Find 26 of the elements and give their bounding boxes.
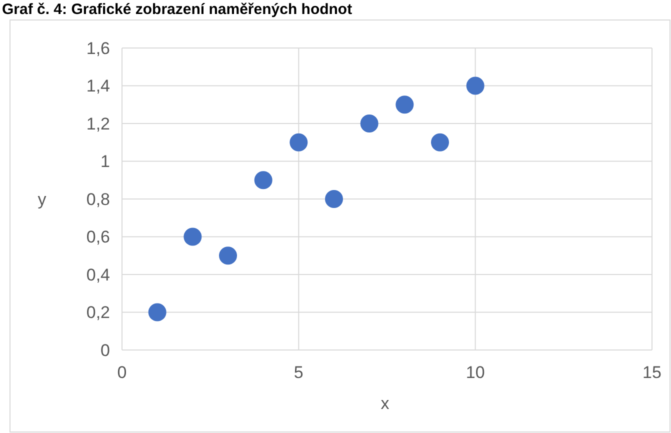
- y-tick-label: 1,2: [86, 114, 110, 134]
- point: [219, 246, 237, 265]
- y-axis-title: y: [38, 190, 47, 209]
- x-tick-label: 10: [466, 363, 485, 382]
- point: [184, 228, 202, 246]
- x-tick-label: 15: [642, 363, 662, 382]
- y-tick-label: 0,6: [86, 228, 110, 247]
- y-tick-label: 1,4: [86, 76, 110, 96]
- point: [360, 114, 378, 132]
- y-tick-label: 0,4: [86, 265, 110, 284]
- point: [325, 190, 343, 208]
- point: [466, 76, 484, 95]
- point: [290, 133, 308, 152]
- y-tick-label: 0,8: [86, 190, 110, 209]
- y-tick-label: 0: [100, 340, 110, 360]
- x-tick-label: 5: [294, 363, 304, 382]
- x-axis-title: x: [380, 394, 390, 413]
- point: [396, 96, 414, 114]
- y-tick-label: 0,2: [86, 303, 110, 322]
- y-tick-label: 1,6: [86, 38, 110, 58]
- x-tick-label: 0: [117, 363, 127, 382]
- point: [431, 133, 449, 152]
- y-tick-label: 1: [100, 152, 110, 172]
- point: [254, 171, 272, 190]
- point: [148, 303, 166, 322]
- chart-title: Graf č. 4: Grafické zobrazení naměřených hodnot: [2, 1, 352, 18]
